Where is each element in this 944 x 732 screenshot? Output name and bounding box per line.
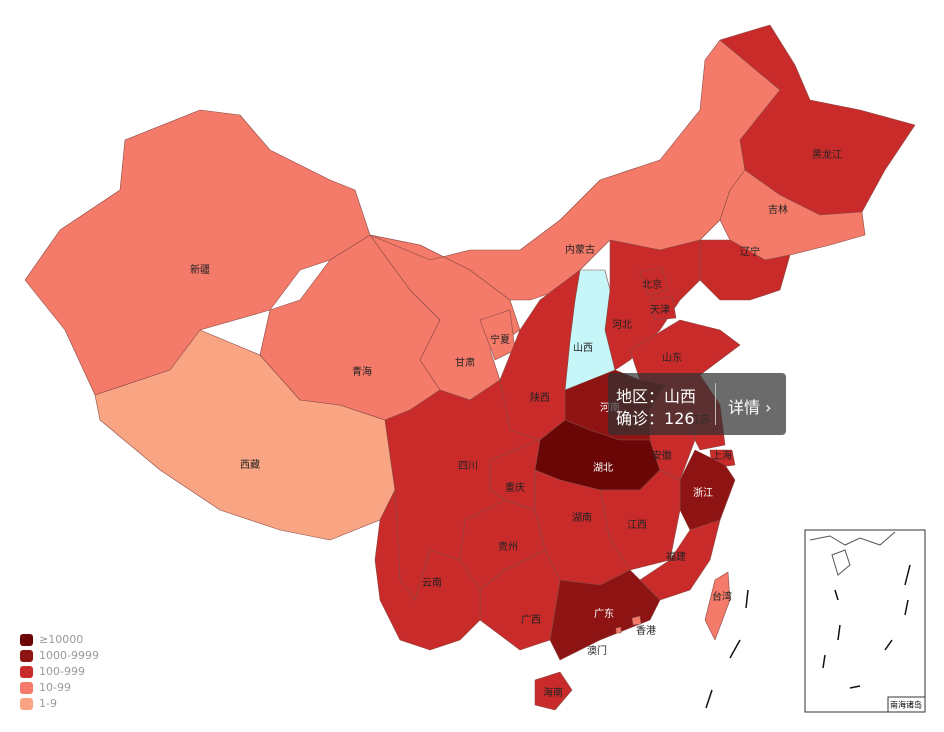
region — [704, 571, 731, 641]
tooltip: 地区：山西 确诊：126 详情 › — [608, 373, 786, 435]
region-label: 新疆 — [190, 263, 210, 276]
tooltip-count-label: 确诊： — [616, 409, 665, 428]
region-label: 香港 — [636, 625, 656, 637]
region-label: 江西 — [627, 519, 647, 531]
legend-swatch — [20, 666, 33, 678]
region-labels: 新疆西藏青海甘肃宁夏内蒙古黑龙江吉林辽宁河北北京天津山西山东河南陕西湖北安徽江苏… — [190, 148, 842, 699]
region-label: 陕西 — [530, 391, 550, 404]
tooltip-separator — [715, 383, 716, 425]
region — [649, 295, 677, 321]
region — [374, 489, 481, 651]
tooltip-region-name: 山西 — [664, 387, 697, 406]
region-label: 台湾 — [712, 590, 732, 603]
sea-dashes — [705, 589, 749, 709]
tooltip-count-value: 126 — [664, 409, 695, 428]
region-label: 宁夏 — [490, 333, 510, 346]
region-label: 广西 — [521, 614, 541, 626]
inset-label-box — [887, 696, 926, 713]
legend-label: 1-9 — [39, 697, 57, 710]
regions — [24, 24, 916, 711]
region-label: 吉林 — [768, 203, 788, 216]
region-label: 湖南 — [572, 511, 592, 524]
region-label: 浙江 — [693, 487, 713, 499]
region-label: 甘肃 — [455, 356, 475, 369]
region-label: 重庆 — [505, 481, 525, 494]
region — [699, 239, 791, 301]
tooltip-region: 地区：山西 — [616, 383, 696, 407]
region — [631, 615, 642, 626]
inset-dashes — [822, 564, 911, 689]
region-label: 海南 — [543, 686, 563, 699]
region-label: 河北 — [612, 319, 632, 331]
legend-label: 1000-9999 — [39, 649, 99, 662]
tooltip-count: 确诊：126 — [616, 405, 695, 429]
region-label: 山东 — [662, 351, 682, 364]
legend: ≥10000 1000-9999 100-999 10-99 1-9 — [20, 633, 99, 710]
legend-swatch — [20, 634, 33, 646]
region-label: 广东 — [594, 607, 614, 620]
inset-label: 南海诸岛 — [890, 700, 922, 710]
region-label: 内蒙古 — [565, 243, 595, 256]
tooltip-detail-link[interactable]: 详情 › — [728, 398, 772, 417]
region — [679, 449, 736, 531]
region-label: 天津 — [650, 304, 670, 316]
region-label: 黑龙江 — [812, 148, 842, 161]
legend-swatch — [20, 698, 33, 710]
inset-frame — [804, 529, 926, 713]
legend-swatch — [20, 682, 33, 694]
region-label: 北京 — [642, 278, 662, 291]
region — [534, 671, 573, 711]
legend-label: ≥10000 — [39, 633, 83, 646]
tooltip-detail-text: 详情 — [728, 398, 761, 417]
region-label: 上海 — [712, 449, 732, 462]
tooltip-region-label: 地区： — [616, 387, 665, 406]
legend-swatch — [20, 650, 33, 662]
region-label: 云南 — [422, 576, 442, 589]
region-label: 安徽 — [652, 449, 672, 462]
region-label: 贵州 — [498, 540, 518, 553]
region — [719, 169, 866, 261]
region-label: 辽宁 — [740, 245, 760, 258]
region — [615, 626, 622, 634]
inset: 南海诸岛 — [804, 529, 926, 713]
region-label: 四川 — [458, 461, 478, 472]
region-label: 西藏 — [240, 459, 260, 471]
region-label: 青海 — [352, 365, 372, 378]
region-label: 福建 — [666, 550, 686, 563]
region-label: 湖北 — [593, 462, 613, 474]
legend-label: 10-99 — [39, 681, 71, 694]
region — [719, 24, 916, 216]
inset-island — [831, 549, 851, 576]
region-label: 山西 — [573, 342, 593, 354]
region-label: 澳门 — [587, 644, 607, 657]
legend-label: 100-999 — [39, 665, 85, 678]
region — [639, 267, 669, 296]
inset-coast — [809, 531, 896, 546]
